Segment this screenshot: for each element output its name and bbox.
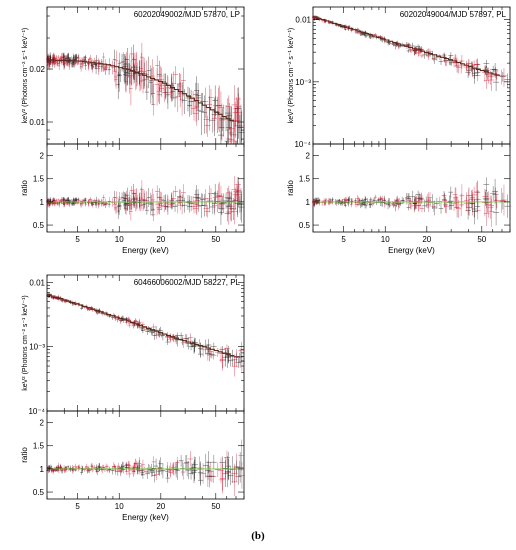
y-tick-label: 0.02 xyxy=(29,65,45,74)
y-tick-label: 0.01 xyxy=(29,278,45,287)
ratio-axis-label: ratio xyxy=(20,180,29,196)
x-axis-label: Energy (keV) xyxy=(388,246,435,255)
y-tick-label: 10⁻⁴ xyxy=(28,407,45,416)
x-tick-label: 20 xyxy=(156,502,165,511)
y-tick-label: 10⁻³ xyxy=(295,78,311,87)
spectrum-data-points xyxy=(312,15,511,92)
x-tick-label: 50 xyxy=(211,502,220,511)
y-tick-label: 0.01 xyxy=(29,118,45,127)
ratio-plot-frame xyxy=(46,143,245,233)
y-tick-label: 10⁻⁴ xyxy=(294,140,311,149)
ratio-tick-label: 0.5 xyxy=(299,221,311,230)
ratio-tick-label: 0.5 xyxy=(33,221,45,230)
ratio-axis-label: ratio xyxy=(20,447,29,463)
x-tick-label: 20 xyxy=(156,235,165,244)
x-axis-label: Energy (keV) xyxy=(122,513,169,522)
ratio-plot-frame xyxy=(46,410,245,500)
model-curve xyxy=(47,59,235,122)
panel-title: 60202049004/MJD 57897, PL xyxy=(400,10,507,19)
ratio-tick-label: 2 xyxy=(40,152,45,161)
ratio-data-points xyxy=(46,439,246,497)
ratio-tick-label: 1.5 xyxy=(299,175,311,184)
spectrum-panel-1: 0.01 0.02 5 10 20 50 0.5 1 1.5 2 60202049002/MJD 5… xyxy=(20,6,245,255)
y-tick-label: 10⁻³ xyxy=(29,343,45,352)
ratio-tick-label: 1 xyxy=(306,198,311,207)
ratio-data-points xyxy=(312,177,511,227)
ratio-data-points xyxy=(46,176,245,225)
ratio-tick-label: 1.5 xyxy=(33,442,45,451)
ratio-tick-label: 2 xyxy=(306,152,311,161)
y-axis-label: keV² (Photons cm⁻² s⁻¹ keV⁻¹) xyxy=(288,28,295,124)
ratio-tick-label: 2 xyxy=(40,419,45,428)
x-tick-label: 50 xyxy=(477,235,486,244)
x-tick-label: 10 xyxy=(115,235,124,244)
spectrum-panel-2: 10⁻⁴ 10⁻³ 0.01 5 10 20 50 0.5 1 1.5 2 60202049004/M… xyxy=(286,6,511,255)
x-tick-label: 10 xyxy=(115,502,124,511)
ratio-axis-label: ratio xyxy=(286,180,295,196)
x-tick-label: 50 xyxy=(211,235,220,244)
x-tick-label: 20 xyxy=(422,235,431,244)
spectrum-data-points xyxy=(46,42,245,144)
model-curve xyxy=(47,294,235,357)
spectrum-data-points xyxy=(46,293,246,377)
ratio-tick-label: 1 xyxy=(40,198,45,207)
y-axis-label: keV² (Photons cm⁻² s⁻¹ keV⁻¹) xyxy=(22,295,29,391)
ratio-plot-frame xyxy=(312,143,511,233)
ratio-tick-label: 1.5 xyxy=(33,175,45,184)
spectrum-plot-frame xyxy=(46,274,245,412)
figure-caption: (b) xyxy=(251,530,265,542)
y-tick-label: 0.01 xyxy=(295,16,311,25)
ratio-tick-label: 1 xyxy=(40,465,45,474)
x-tick-label: 10 xyxy=(381,235,390,244)
panel-title: 60202049002/MJD 57870, LP xyxy=(134,10,240,19)
x-axis-label: Energy (keV) xyxy=(122,246,169,255)
model-curve xyxy=(313,16,501,76)
x-tick-label: 5 xyxy=(341,235,346,244)
y-axis-label: keV² (Photons cm⁻² s⁻¹ keV⁻¹) xyxy=(22,28,29,124)
x-tick-label: 5 xyxy=(75,235,80,244)
ratio-tick-label: 0.5 xyxy=(33,488,45,497)
spectrum-panel-3: 10⁻⁴ 10⁻³ 0.01 5 10 20 50 0.5 1 1.5 2 60466006002/M… xyxy=(20,274,246,522)
panel-title: 60466006002/MJD 58227, PL xyxy=(134,278,241,287)
x-tick-label: 5 xyxy=(75,502,80,511)
